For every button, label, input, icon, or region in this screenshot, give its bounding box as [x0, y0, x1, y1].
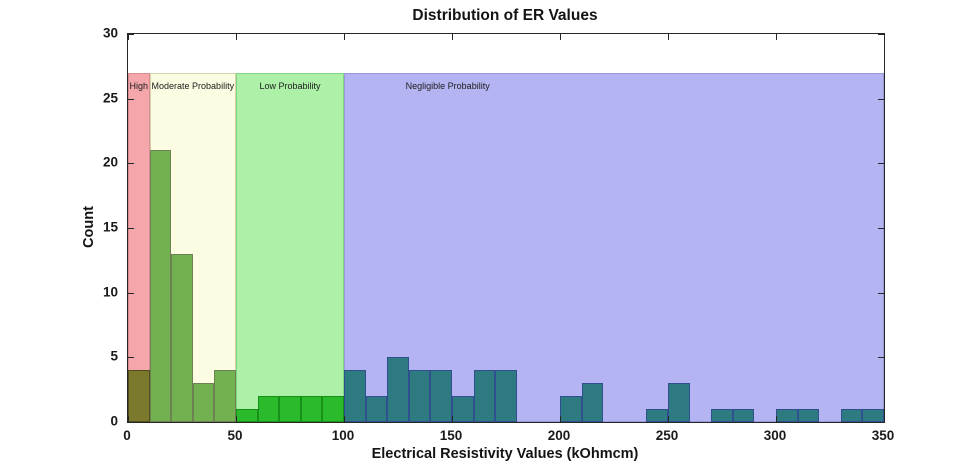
histogram-bar — [776, 409, 798, 422]
tick-mark — [128, 416, 129, 422]
tick-mark — [878, 34, 884, 35]
histogram-bar — [214, 370, 236, 422]
y-tick-label: 10 — [102, 284, 118, 300]
histogram-bar — [473, 370, 496, 422]
histogram-bar — [732, 409, 755, 422]
histogram-bar — [840, 409, 863, 422]
histogram-bar — [430, 370, 452, 422]
tick-mark — [878, 163, 884, 165]
zone-label: Negligible Probability — [405, 80, 490, 91]
y-tick-label: 20 — [102, 154, 118, 170]
histogram-bar — [711, 409, 733, 422]
tick-mark — [128, 292, 134, 294]
chart-title: Distribution of ER Values — [412, 7, 598, 24]
histogram-bar — [300, 396, 323, 422]
tick-mark — [344, 34, 345, 40]
tick-mark — [884, 34, 885, 40]
probability-zone — [344, 72, 884, 422]
histogram-bar — [257, 396, 280, 422]
zone-label: Low Probability — [259, 80, 321, 91]
x-tick-label: 0 — [123, 428, 131, 443]
histogram-bar — [668, 383, 690, 422]
x-tick-label: 50 — [227, 428, 243, 443]
histogram-bar — [862, 409, 884, 422]
tick-mark — [776, 416, 777, 422]
histogram-bar — [560, 396, 582, 422]
y-tick-label: 15 — [102, 219, 118, 235]
tick-mark — [878, 292, 884, 294]
tick-mark — [452, 34, 453, 40]
histogram-bar — [581, 383, 604, 422]
histogram-bar — [646, 409, 668, 422]
plot-area: High Moderate Probability Low Probability N… — [127, 33, 885, 423]
tick-mark — [236, 416, 237, 422]
x-tick-label: 150 — [439, 428, 463, 443]
tick-mark — [128, 98, 134, 100]
y-tick-label: 30 — [102, 25, 118, 41]
histogram-bar — [171, 253, 193, 422]
tick-mark — [878, 228, 884, 229]
tick-mark — [560, 34, 561, 40]
tick-mark — [128, 34, 134, 35]
histogram-bar — [128, 370, 150, 422]
x-tick-label: 250 — [655, 428, 679, 443]
histogram-bar — [408, 370, 431, 422]
tick-mark — [668, 416, 669, 422]
tick-mark — [878, 422, 884, 423]
histogram-bar — [495, 370, 517, 422]
y-tick-label: 5 — [110, 348, 118, 364]
x-tick-label: 100 — [331, 428, 355, 443]
histogram-bar — [365, 396, 388, 422]
histogram-bar — [322, 396, 344, 422]
tick-mark — [878, 357, 884, 359]
x-axis-label: Electrical Resistivity Values (kOhmcm) — [371, 446, 639, 462]
zone-label: High — [129, 80, 149, 91]
tick-mark — [128, 228, 134, 229]
zone-label: Moderate Probability — [151, 80, 235, 91]
tick-mark — [878, 98, 884, 100]
y-tick-label: 25 — [102, 90, 118, 106]
histogram-bar — [236, 409, 258, 422]
y-tick-label: 0 — [110, 413, 118, 429]
tick-mark — [560, 416, 561, 422]
histogram-bar — [149, 150, 172, 422]
histogram-bar — [387, 357, 409, 422]
tick-mark — [236, 34, 237, 40]
histogram-bar — [797, 409, 820, 422]
x-tick-label: 200 — [547, 428, 571, 443]
tick-mark — [668, 34, 669, 40]
tick-mark — [128, 34, 129, 40]
tick-mark — [128, 357, 134, 359]
histogram-bar — [279, 396, 301, 422]
x-tick-label: 300 — [763, 428, 787, 443]
tick-mark — [344, 416, 345, 422]
probability-zone — [236, 72, 344, 422]
tick-mark — [776, 34, 777, 40]
histogram-bar — [344, 370, 366, 422]
histogram-bar — [192, 383, 215, 422]
tick-mark — [452, 416, 453, 422]
tick-mark — [128, 422, 134, 423]
histogram-bar — [452, 396, 474, 422]
tick-mark — [884, 416, 885, 422]
tick-mark — [128, 163, 134, 165]
x-tick-label: 350 — [871, 428, 895, 443]
